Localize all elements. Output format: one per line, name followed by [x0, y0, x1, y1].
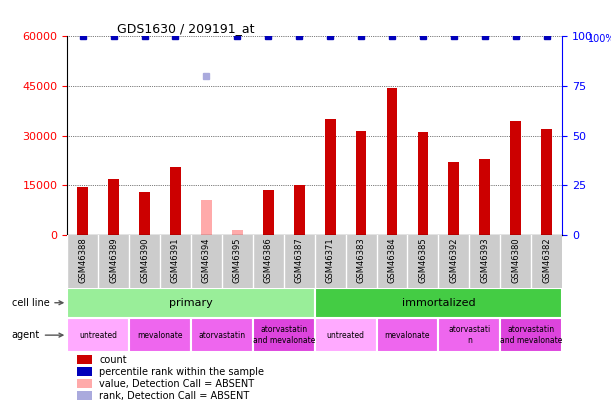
Text: GSM46392: GSM46392: [449, 237, 458, 283]
Text: GSM46380: GSM46380: [511, 237, 520, 283]
Text: GSM46384: GSM46384: [387, 237, 397, 283]
Text: GSM46391: GSM46391: [171, 237, 180, 283]
Bar: [253, 318, 315, 352]
Text: GSM46394: GSM46394: [202, 237, 211, 283]
Bar: [387, 88, 397, 235]
Bar: [541, 129, 552, 235]
Bar: [77, 355, 92, 364]
Bar: [67, 288, 315, 318]
Bar: [263, 190, 274, 235]
Text: cell line: cell line: [12, 298, 63, 308]
Text: untreated: untreated: [327, 330, 365, 340]
Bar: [324, 119, 335, 235]
Text: mevalonate: mevalonate: [137, 330, 183, 340]
Text: atorvastatin
and mevalonate: atorvastatin and mevalonate: [500, 326, 562, 345]
Bar: [232, 230, 243, 235]
Text: GSM46389: GSM46389: [109, 237, 118, 283]
Bar: [315, 318, 376, 352]
Text: mevalonate: mevalonate: [385, 330, 430, 340]
Text: GDS1630 / 209191_at: GDS1630 / 209191_at: [117, 22, 254, 35]
Text: GSM46382: GSM46382: [542, 237, 551, 283]
Text: atorvastati
n: atorvastati n: [448, 326, 491, 345]
Text: GSM46395: GSM46395: [233, 237, 242, 283]
Bar: [500, 318, 562, 352]
Bar: [129, 318, 191, 352]
Bar: [191, 318, 253, 352]
Bar: [77, 187, 88, 235]
Text: GSM46371: GSM46371: [326, 237, 335, 283]
Bar: [201, 200, 212, 235]
Text: atorvastatin: atorvastatin: [199, 330, 246, 340]
Text: immortalized: immortalized: [401, 298, 475, 308]
Text: percentile rank within the sample: percentile rank within the sample: [100, 367, 265, 377]
Text: GSM46388: GSM46388: [78, 237, 87, 283]
Bar: [510, 121, 521, 235]
Bar: [417, 132, 428, 235]
Text: GSM46387: GSM46387: [295, 237, 304, 283]
Bar: [170, 167, 181, 235]
Bar: [376, 318, 439, 352]
Bar: [356, 131, 367, 235]
Bar: [77, 391, 92, 400]
Text: GSM46385: GSM46385: [419, 237, 428, 283]
Bar: [139, 192, 150, 235]
Text: GSM46390: GSM46390: [140, 237, 149, 283]
Bar: [448, 162, 459, 235]
Bar: [67, 318, 129, 352]
Bar: [77, 379, 92, 388]
Bar: [294, 185, 305, 235]
Text: value, Detection Call = ABSENT: value, Detection Call = ABSENT: [100, 379, 255, 389]
Text: agent: agent: [12, 330, 63, 340]
Text: GSM46383: GSM46383: [357, 237, 365, 283]
Text: atorvastatin
and mevalonate: atorvastatin and mevalonate: [252, 326, 315, 345]
Text: untreated: untreated: [79, 330, 117, 340]
Bar: [108, 179, 119, 235]
Text: GSM46393: GSM46393: [480, 237, 489, 283]
Text: primary: primary: [169, 298, 213, 308]
Bar: [77, 367, 92, 376]
Y-axis label: 100%: 100%: [588, 34, 611, 45]
Text: count: count: [100, 355, 127, 364]
Bar: [480, 159, 490, 235]
Text: rank, Detection Call = ABSENT: rank, Detection Call = ABSENT: [100, 391, 250, 401]
Bar: [315, 288, 562, 318]
Bar: [439, 318, 500, 352]
Text: GSM46386: GSM46386: [264, 237, 273, 283]
